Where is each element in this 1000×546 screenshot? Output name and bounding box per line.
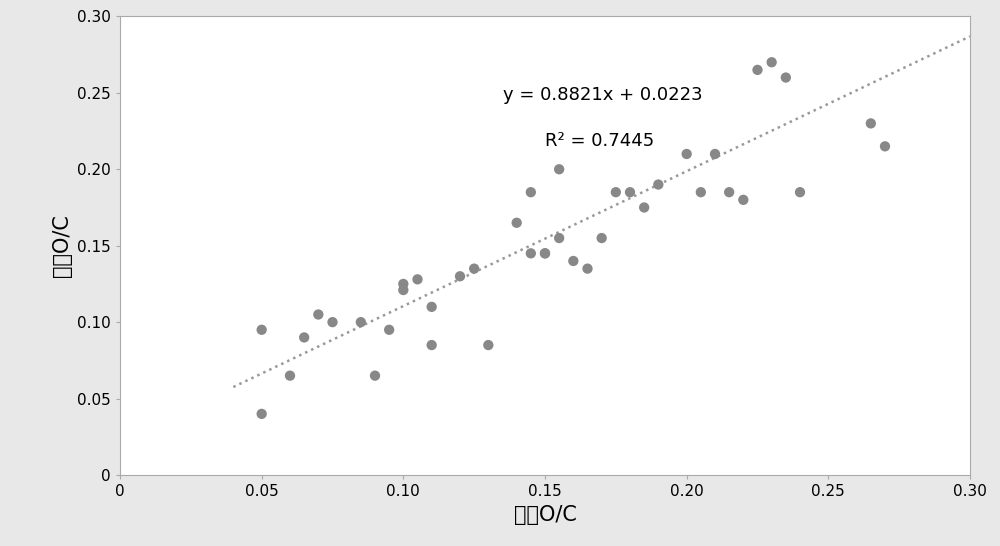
Point xyxy=(778,73,794,82)
Point xyxy=(254,325,270,334)
Point xyxy=(523,188,539,197)
Point xyxy=(282,371,298,380)
Point xyxy=(551,165,567,174)
Point xyxy=(452,272,468,281)
Y-axis label: 计算O/C: 计算O/C xyxy=(52,214,72,277)
Point xyxy=(367,371,383,380)
Point xyxy=(551,234,567,242)
X-axis label: 实测O/C: 实测O/C xyxy=(514,505,576,525)
Point xyxy=(750,66,766,74)
Point xyxy=(608,188,624,197)
Point xyxy=(693,188,709,197)
Point xyxy=(622,188,638,197)
Point xyxy=(254,410,270,418)
Point xyxy=(764,58,780,67)
Point xyxy=(537,249,553,258)
Point xyxy=(424,302,440,311)
Point xyxy=(310,310,326,319)
Point xyxy=(523,249,539,258)
Point xyxy=(679,150,695,158)
Point xyxy=(636,203,652,212)
Point xyxy=(381,325,397,334)
Point xyxy=(324,318,340,327)
Point xyxy=(424,341,440,349)
Point xyxy=(395,280,411,288)
Point xyxy=(410,275,426,284)
Point xyxy=(707,150,723,158)
Point xyxy=(537,249,553,258)
Point xyxy=(792,188,808,197)
Point xyxy=(863,119,879,128)
Point xyxy=(353,318,369,327)
Point xyxy=(296,333,312,342)
Point xyxy=(877,142,893,151)
Point xyxy=(565,257,581,265)
Point xyxy=(594,234,610,242)
Point xyxy=(735,195,751,204)
Point xyxy=(395,286,411,294)
Point xyxy=(580,264,596,273)
Text: R² = 0.7445: R² = 0.7445 xyxy=(545,132,654,150)
Point xyxy=(650,180,666,189)
Point xyxy=(466,264,482,273)
Point xyxy=(480,341,496,349)
Point xyxy=(721,188,737,197)
Text: y = 0.8821x + 0.0223: y = 0.8821x + 0.0223 xyxy=(503,86,702,104)
Point xyxy=(509,218,525,227)
